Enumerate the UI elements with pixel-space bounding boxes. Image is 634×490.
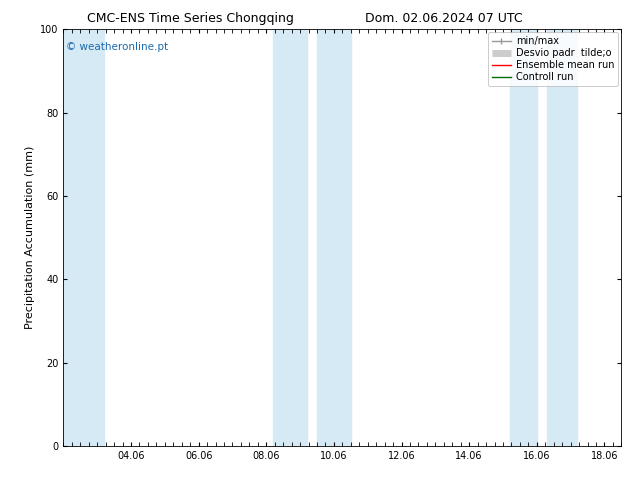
Bar <box>273 29 307 446</box>
Bar <box>317 29 351 446</box>
Text: CMC-ENS Time Series Chongqing: CMC-ENS Time Series Chongqing <box>87 12 294 25</box>
Legend: min/max, Desvio padr  tilde;o, Ensemble mean run, Controll run: min/max, Desvio padr tilde;o, Ensemble m… <box>488 32 618 86</box>
Text: Dom. 02.06.2024 07 UTC: Dom. 02.06.2024 07 UTC <box>365 12 522 25</box>
Text: © weatheronline.pt: © weatheronline.pt <box>66 42 168 52</box>
Y-axis label: Precipitation Accumulation (mm): Precipitation Accumulation (mm) <box>25 146 35 329</box>
Bar <box>510 29 537 446</box>
Bar <box>547 29 578 446</box>
Bar <box>63 29 104 446</box>
